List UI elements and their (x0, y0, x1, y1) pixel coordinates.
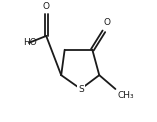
Text: HO: HO (23, 38, 37, 47)
Text: CH₃: CH₃ (118, 91, 134, 100)
Text: O: O (104, 18, 111, 27)
Text: O: O (43, 2, 50, 10)
Text: S: S (78, 85, 84, 93)
